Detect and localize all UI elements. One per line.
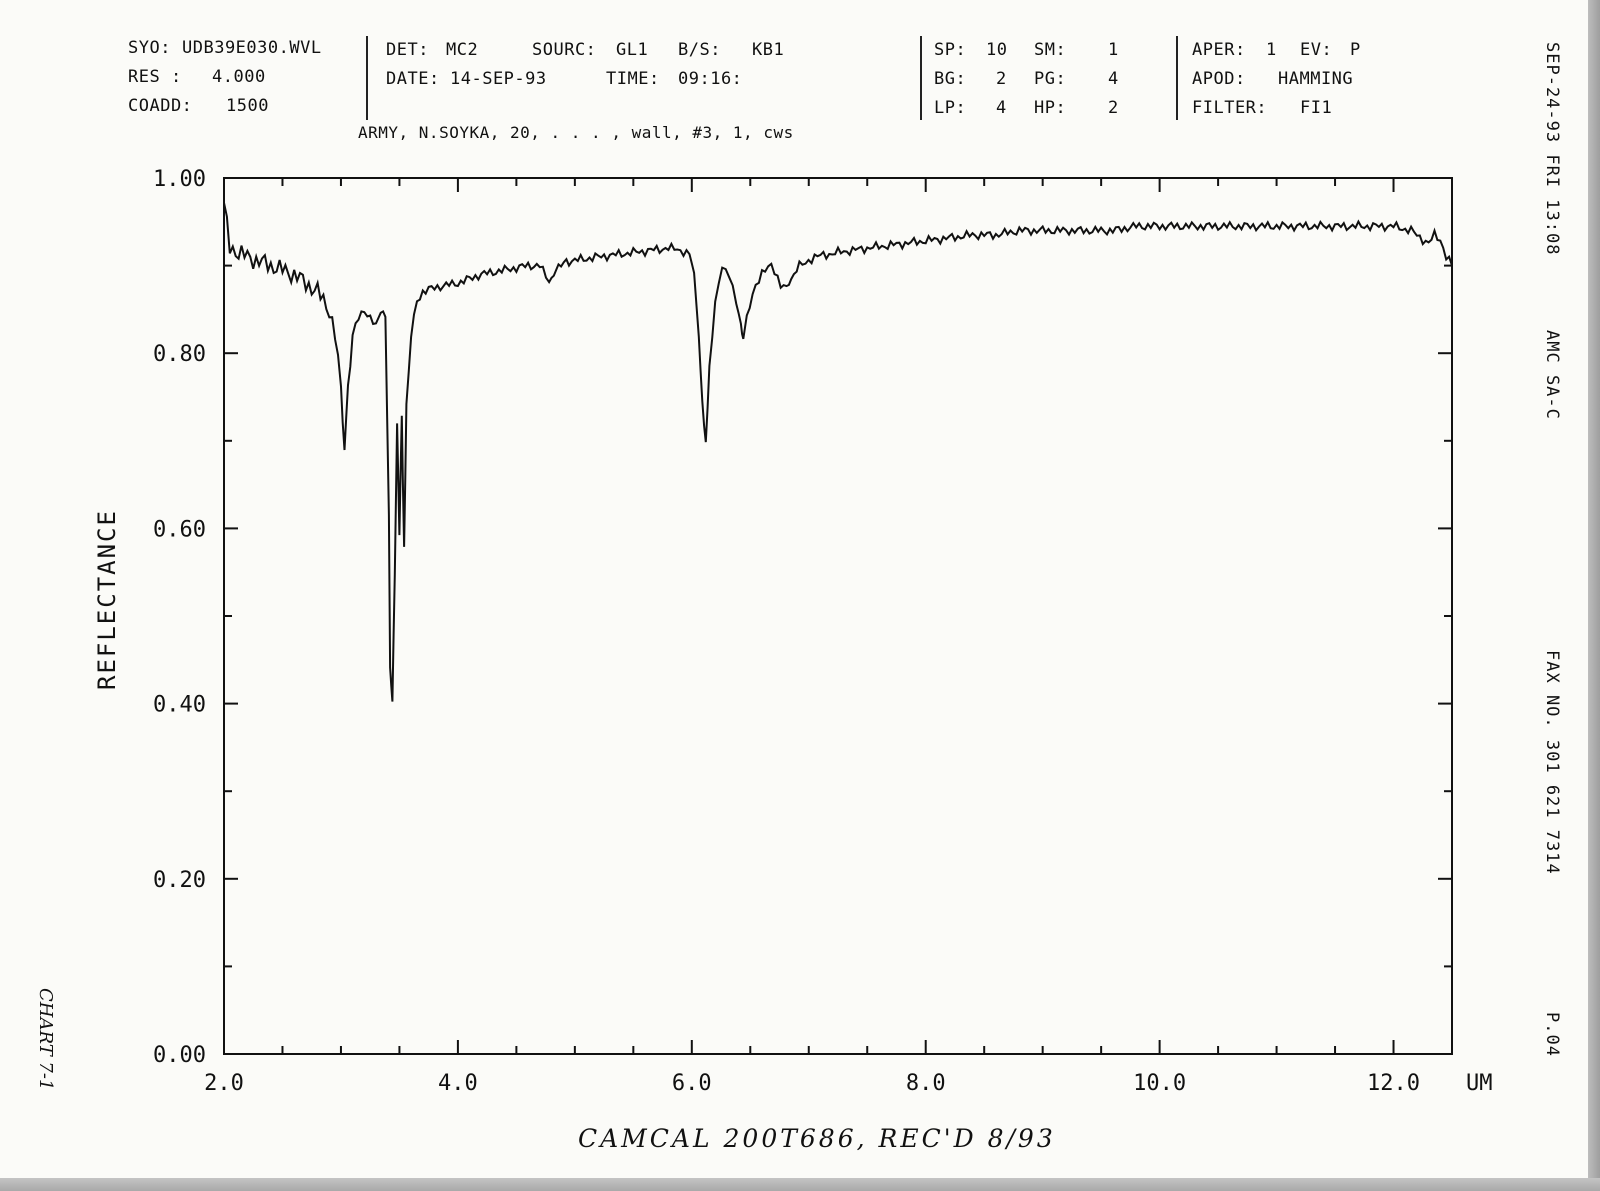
x-tick-label: 10.0 [1133, 1071, 1186, 1096]
det-value: MC2 [446, 40, 479, 60]
source-value: GL1 [616, 40, 649, 60]
lp-value: 4 [996, 98, 1007, 118]
y-tick-label: 0.40 [153, 693, 206, 718]
page-edge-bottom [0, 1178, 1600, 1191]
x-tick-label: 12.0 [1367, 1071, 1420, 1096]
aper-value: 1 [1266, 40, 1277, 60]
reflectance-series-line [223, 202, 1453, 702]
sp-label: SP: [934, 40, 967, 60]
y-tick-label: 1.00 [153, 167, 206, 192]
header-divider [1176, 36, 1178, 120]
res-label: RES : [128, 67, 182, 87]
pg-label: PG: [1034, 69, 1067, 89]
sample-note: ARMY, N.SOYKA, 20, . . . , wall, #3, 1, … [358, 123, 794, 142]
x-tick-label: 6.0 [672, 1071, 712, 1096]
handwritten-note: CAMCAL 200T686, REC'D 8/93 [578, 1124, 1056, 1153]
filter-label: FILTER: [1192, 98, 1268, 118]
sm-value: 1 [1108, 40, 1119, 60]
plot-frame [223, 177, 1453, 1055]
coadd-value: 1500 [226, 96, 269, 116]
time-label: TIME: [606, 69, 660, 89]
y-tick-label: 0.60 [153, 517, 206, 542]
x-tick-label: 2.0 [204, 1071, 244, 1096]
sp-value: 10 [986, 40, 1008, 60]
handwritten-chart-number: CHART 7-1 [35, 988, 56, 1091]
bg-value: 2 [996, 69, 1007, 89]
header-divider [920, 36, 922, 120]
ev-value: P [1350, 40, 1361, 60]
pg-value: 4 [1108, 69, 1119, 89]
file-label: SYO: [128, 38, 171, 58]
page-edge [1588, 0, 1600, 1191]
bs-label: B/S: [678, 40, 721, 60]
res-value: 4.000 [212, 67, 266, 87]
x-axis-label: UM [1466, 1071, 1493, 1096]
coadd-label: COADD: [128, 96, 193, 116]
filter-value: FI1 [1300, 98, 1333, 118]
hp-label: HP: [1034, 98, 1067, 118]
apod-value: HAMMING [1278, 69, 1354, 89]
sm-label: SM: [1034, 40, 1067, 60]
ev-label: EV: [1300, 40, 1333, 60]
file-value: UDB39E030.WVL [182, 38, 322, 58]
hp-value: 2 [1108, 98, 1119, 118]
y-tick-label: 0.80 [153, 342, 206, 367]
header-divider [366, 36, 368, 120]
x-tick-label: 4.0 [438, 1071, 478, 1096]
date-value: 14-SEP-93 [450, 69, 547, 89]
x-tick-label: 8.0 [906, 1071, 946, 1096]
date-label: DATE: [386, 69, 440, 89]
time-value: 09:16: [678, 69, 743, 89]
y-tick-label: 0.00 [153, 1043, 206, 1068]
source-label: SOURC: [532, 40, 597, 60]
y-axis-label: REFLECTANCE [93, 509, 121, 690]
apod-label: APOD: [1192, 69, 1246, 89]
lp-label: LP: [934, 98, 967, 118]
y-tick-label: 0.20 [153, 868, 206, 893]
det-label: DET: [386, 40, 429, 60]
bg-label: BG: [934, 69, 967, 89]
aper-label: APER: [1192, 40, 1246, 60]
bs-value: KB1 [752, 40, 785, 60]
